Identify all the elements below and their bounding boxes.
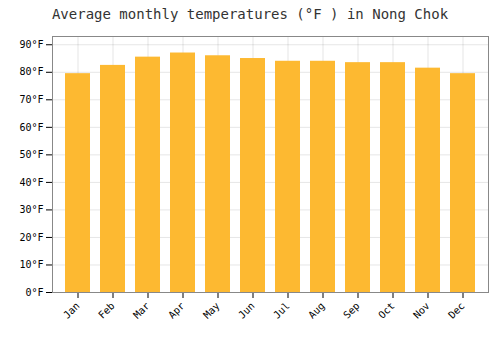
svg-text:80°F: 80°F: [19, 66, 43, 77]
svg-text:Jan: Jan: [61, 300, 82, 321]
svg-text:30°F: 30°F: [19, 204, 43, 215]
svg-text:40°F: 40°F: [19, 177, 43, 188]
svg-text:May: May: [201, 300, 222, 321]
svg-text:0°F: 0°F: [25, 287, 43, 298]
svg-text:Sep: Sep: [341, 300, 362, 321]
svg-text:50°F: 50°F: [19, 149, 43, 160]
html-text:Average monthly temperatures (: Average monthly temperatures (°F ) in No…: [51, 6, 449, 22]
svg-text:70°F: 70°F: [19, 94, 43, 105]
svg-text:90°F: 90°F: [19, 39, 43, 50]
svg-text:Aug: Aug: [306, 300, 327, 321]
svg-text:Jul: Jul: [271, 300, 292, 321]
svg-text:20°F: 20°F: [19, 232, 43, 243]
svg-text:Apr: Apr: [166, 300, 187, 321]
svg-text:Jun: Jun: [236, 300, 257, 321]
svg-text:Oct: Oct: [376, 300, 397, 321]
svg-text:Nov: Nov: [411, 300, 432, 321]
svg-text:Feb: Feb: [96, 300, 117, 321]
svg-text:60°F: 60°F: [19, 122, 43, 133]
svg-text:Mar: Mar: [131, 300, 152, 321]
svg-text:Dec: Dec: [446, 300, 467, 321]
svg-text:10°F: 10°F: [19, 259, 43, 270]
